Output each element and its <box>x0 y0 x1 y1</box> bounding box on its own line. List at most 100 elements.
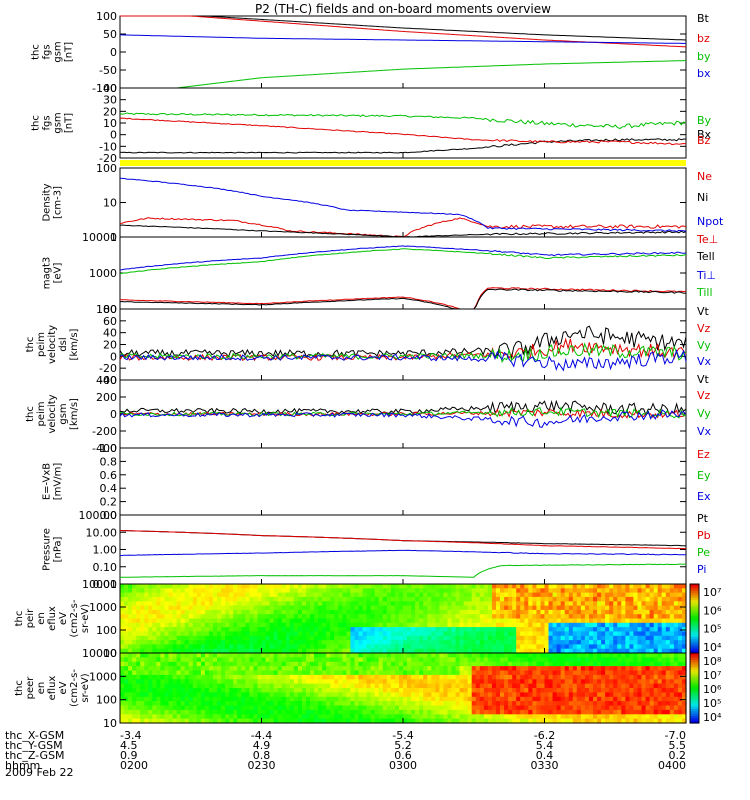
series-line-tell <box>119 288 687 310</box>
legend-label: Vt <box>697 305 710 318</box>
series-line-vx <box>119 409 687 428</box>
orbit-value: 0400 <box>658 759 686 772</box>
y-tick-label: 0.2 <box>100 496 118 509</box>
y-label-line: gsm <box>53 112 64 133</box>
y-label-line: en <box>36 682 47 695</box>
panel-7: 1.00.80.60.40.20.0 E=-VxB [mV/m] Ez Ey Ex <box>42 442 711 522</box>
panel-6: 400 200 0 -200 -400 thc peim velocity gsm [km/s] V… <box>25 373 712 455</box>
y-tick-label: 60 <box>103 315 117 328</box>
y-tick-label: 10000 <box>82 231 117 244</box>
y-tick-label: -20 <box>99 362 117 375</box>
orbit-value: 4.5 <box>120 739 138 752</box>
orbit-value: 0300 <box>389 759 417 772</box>
legend-label: Vt <box>697 373 710 386</box>
y-label-line: peim <box>36 401 47 426</box>
y-tick-label: 10 <box>103 717 117 730</box>
y-tick-label: 100 <box>96 694 117 707</box>
orbit-row-label: thc_Y-GSM <box>5 739 63 752</box>
y-tick-label: -50 <box>99 64 117 77</box>
legend-label: Vz <box>697 322 711 335</box>
y-label-line: [cm-3] <box>53 186 64 219</box>
y-tick-label: 20 <box>103 339 117 352</box>
orbit-value: 5.4 <box>536 739 554 752</box>
y-tick-label: 0.8 <box>100 455 118 468</box>
y-label-line: sr-eV) <box>80 604 91 633</box>
panel-1: 100 50 0 -50 -100 thc fgs gsm [nT] Bt bz by bx <box>31 10 711 95</box>
y-tick-label: -200 <box>92 425 117 438</box>
panel-frame <box>119 15 687 89</box>
y-label-line: velocity <box>47 394 58 433</box>
y-tick-label: 0.10 <box>93 561 118 574</box>
series-line-bz <box>119 117 687 146</box>
panel-frame <box>119 514 687 585</box>
legend-label: Pi <box>697 563 706 576</box>
y-tick-label: 1000 <box>89 670 117 683</box>
y-tick-label: 10 <box>103 647 117 660</box>
series-line-bt <box>120 15 687 41</box>
y-label-line: [km/s] <box>69 328 80 360</box>
panel-frame <box>119 308 687 381</box>
y-label-line: eV <box>58 612 69 625</box>
orbit-value: 0.4 <box>536 749 554 762</box>
y-tick-label: 10 <box>103 117 117 130</box>
panel-3: 100 10 1 Density [cm-3] Ne Ni Npot <box>42 162 724 244</box>
figure-title: P2 (TH-C) fields and on-board moments ov… <box>255 2 551 16</box>
y-tick-label: 100 <box>96 10 117 23</box>
legend-label: bz <box>697 32 710 45</box>
legend-label: Ey <box>697 469 711 482</box>
y-tick-label: 100.00 <box>79 509 118 522</box>
panel-9: 10000 1000 100 10 thc peir en eflux eV (cm2-s-sr-… <box>14 578 687 660</box>
y-tick-label: 1 <box>110 231 117 244</box>
colorbar-tick-label: 10⁵ <box>703 697 721 710</box>
y-tick-label: 100 <box>96 303 117 316</box>
y-label-line: Density <box>42 183 53 221</box>
y-label-line: eflux <box>47 606 58 631</box>
y-tick-label: 40 <box>103 327 117 340</box>
y-tick-label: 400 <box>96 374 117 387</box>
orbit-value: -3.4 <box>120 729 141 742</box>
y-tick-label: 0.4 <box>100 482 118 495</box>
y-label-line: [nPa] <box>53 536 64 562</box>
orbit-value: 0.9 <box>120 749 138 762</box>
y-label-line: en <box>36 612 47 625</box>
y-tick-label: 1.00 <box>93 544 118 557</box>
y-tick-label: -10 <box>99 140 117 153</box>
date-label: 2009 Feb 22 <box>5 766 73 779</box>
y-label-line: Pressure <box>42 528 53 571</box>
y-label-line: magt3 <box>42 257 53 290</box>
legend-label: Ti⊥ <box>696 269 716 282</box>
legend-label: Bt <box>697 12 710 25</box>
orbit-value: 0330 <box>531 759 559 772</box>
y-tick-label: 30 <box>103 94 117 107</box>
colorbar-tick-label: 10⁸ <box>703 655 722 668</box>
y-label-line: thc <box>14 680 25 696</box>
y-label-line: peir <box>25 608 36 628</box>
series-line-pb <box>119 530 687 550</box>
orbit-row-label: thc_Z-GSM <box>5 749 65 762</box>
legend-label: Tell <box>696 250 715 263</box>
legend-label: Te⊥ <box>696 233 718 246</box>
colorbar-tick-label: 10⁶ <box>703 604 722 617</box>
legend-label: Vx <box>697 425 712 438</box>
series-line-vy <box>119 342 687 364</box>
legend-label: Ez <box>697 448 710 461</box>
orbit-value: 0.2 <box>669 749 687 762</box>
colorbar-tick-label: 10⁴ <box>703 641 722 654</box>
y-tick-label: -400 <box>92 442 117 455</box>
y-tick-label: 0 <box>110 408 117 421</box>
panel-8: 100.00 10.00 1.00 0.10 0.01 Pressure [nPa] Pt Pb… <box>42 509 711 591</box>
orbit-row-label: thc_X-GSM <box>5 729 64 742</box>
orbit-value: -5.4 <box>392 729 413 742</box>
series-line-by <box>119 112 687 130</box>
series-line-till <box>119 248 687 275</box>
series-line-ti⊥ <box>119 245 687 271</box>
legend-label: Vz <box>697 389 711 402</box>
y-tick-label: 0.01 <box>93 578 118 591</box>
y-label-line: peer <box>25 676 36 700</box>
y-label-line: [nT] <box>64 42 75 62</box>
y-tick-label: 0 <box>110 350 117 363</box>
y-label-line: fgs <box>42 115 53 130</box>
